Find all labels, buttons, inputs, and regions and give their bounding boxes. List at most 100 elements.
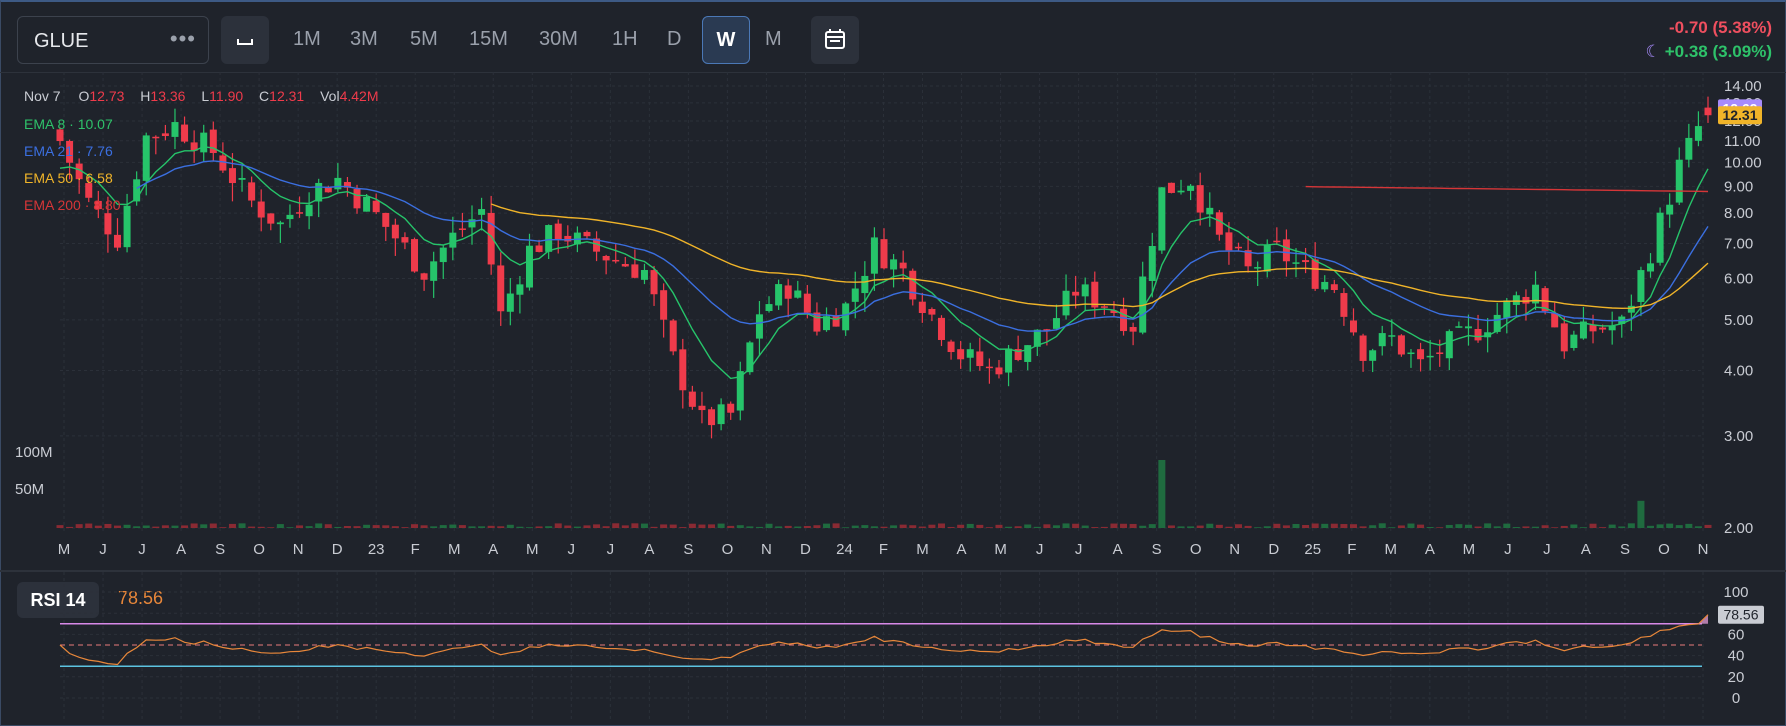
candle-body [238,178,246,180]
volume-bar [1445,524,1453,528]
tab-5m[interactable]: 5M [410,28,438,50]
volume-bar [478,526,486,528]
candle-body [1522,296,1530,304]
calendar-button[interactable] [811,16,859,64]
tab-3m[interactable]: 3M [350,28,378,50]
candle-body [324,187,332,193]
volume-bar [85,523,93,528]
candle-body [152,136,160,139]
legend-ema200[interactable]: EMA 200 · 8.80 [24,197,121,213]
candle-body [142,135,150,181]
y-tick-label: 10.00 [1724,154,1762,171]
volume-bar [1397,525,1405,528]
volume-bar [1407,523,1415,528]
volume-bar [1417,524,1425,528]
candle-body [1321,281,1329,290]
volume-bar [94,525,102,528]
candle-body [727,403,735,413]
volume-bar [1378,523,1386,528]
candle-body [1560,323,1568,352]
candle-body [602,255,610,261]
volume-bar [1551,527,1559,528]
candle-body [430,261,438,281]
volume-bar [104,523,112,528]
x-tick-label: J [1036,541,1044,558]
candle-body [947,341,955,353]
tab-m[interactable]: M [765,28,782,50]
candle-body [775,284,783,306]
volume-bar [343,526,351,528]
legend-ema21[interactable]: EMA 21 · 7.76 [24,143,113,159]
volume-bar [794,526,802,528]
candle-body [1589,325,1597,332]
volume-bar [1340,524,1348,528]
x-tick-label: M [58,541,71,558]
volume-bar [1666,523,1674,528]
legend-ema8[interactable]: EMA 8 · 10.07 [24,116,113,132]
volume-bar [842,527,850,528]
y-tick-label: 6.00 [1724,270,1753,287]
volume-bar [995,524,1003,528]
volume-bar [784,525,792,528]
rsi-lines [59,614,1709,667]
volume-bar [1196,525,1204,528]
tab-w[interactable]: W [702,16,750,64]
x-tick-label: J [99,541,107,558]
tab-d[interactable]: D [667,28,682,50]
volume-bar [775,526,783,528]
tab-1m[interactable]: 1M [293,28,321,50]
candle-body [133,179,141,202]
volume-bar [248,526,256,528]
candle-body [717,404,725,425]
rsi-chart[interactable]: 10080604020078.56 [0,572,1786,722]
x-tick-label: M [526,541,539,558]
rsi-tick-label: 60 [1728,626,1745,643]
volume-bar [1541,525,1549,528]
candle-body [1647,263,1655,272]
candle-body [803,293,811,313]
price-chart[interactable]: 14.0013.0012.0011.0010.009.008.007.006.0… [0,72,1786,572]
volume-bar [1043,524,1051,528]
volume-bar [449,524,457,528]
symbol-selector[interactable]: GLUE ••• [17,16,209,64]
candle-body [1599,327,1607,330]
candle-body [746,342,754,373]
tab-15m[interactable]: 15M [469,28,508,50]
candle-body [995,367,1003,375]
volume-bar [56,525,64,528]
legend-ema50[interactable]: EMA 50 · 6.58 [24,170,113,186]
candle-body [1292,262,1300,264]
candle-body [640,270,648,280]
candle-body [736,371,744,411]
y-tick-label: 5.00 [1724,312,1753,329]
divider [0,72,1786,73]
volume-bar [286,527,294,528]
ohlc-open: 12.73 [89,88,125,104]
volume-bar [1618,526,1626,528]
candle-body [113,234,121,248]
candle-body [401,237,409,243]
tab-1h[interactable]: 1H [612,28,638,50]
candle-body [813,312,821,332]
more-icon[interactable]: ••• [169,26,196,51]
candle-body [1139,276,1147,333]
candle-body [190,142,198,151]
x-tick-label: M [1385,541,1398,558]
ema21-value: 7.76 [85,143,113,159]
volume-bar [1694,526,1702,528]
candle-body [200,132,208,153]
candle-body [257,201,265,218]
x-tick-label: M [916,541,929,558]
candle-body [209,129,217,154]
rsi-label[interactable]: RSI 14 [17,582,99,618]
toolbar: GLUE ••• 1M 3M 5M 15M 30M 1H D W M -0.70… [0,6,1786,68]
space-button[interactable] [221,16,269,64]
pane-divider[interactable] [0,570,1786,572]
candle-body [612,259,620,262]
candle-body [1579,321,1587,339]
volume-bar [755,526,763,528]
x-tick-label: A [1113,541,1123,558]
candle-body [545,225,553,252]
ohlc-high: 13.36 [150,88,186,104]
tab-30m[interactable]: 30M [539,28,578,50]
